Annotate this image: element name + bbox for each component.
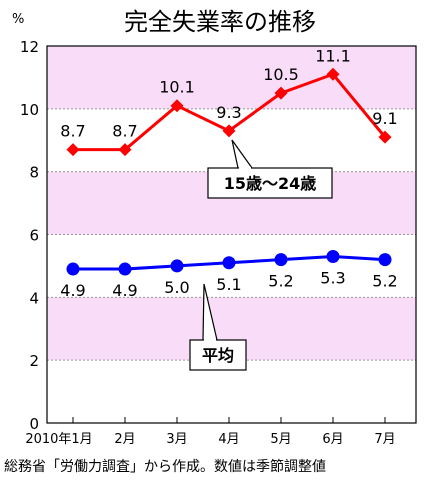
data-label: 5.2 xyxy=(372,272,397,291)
y-tick-label: 8 xyxy=(29,164,39,182)
youth-series-callout-pointer xyxy=(231,139,253,169)
data-point-average xyxy=(222,256,236,270)
data-label: 10.1 xyxy=(159,78,195,97)
data-point-average xyxy=(170,259,184,273)
data-label: 8.7 xyxy=(112,122,137,141)
data-point-youth xyxy=(326,67,340,81)
data-label: 4.9 xyxy=(60,281,85,300)
x-tick-label: 6月 xyxy=(322,432,343,447)
chart-title: 完全失業率の推移 xyxy=(124,8,316,36)
average-series-callout-pointer xyxy=(202,283,218,341)
source-note: 総務省「労働力調査」から作成。数値は季節調整値 xyxy=(4,459,326,475)
youth-series-callout-label: 15歳～24歳 xyxy=(224,174,317,193)
x-tick-label: 2010年1月 xyxy=(25,432,92,447)
data-label: 5.0 xyxy=(164,278,189,297)
y-tick-label: 6 xyxy=(29,227,39,245)
plot-frame xyxy=(46,45,417,424)
plot-band xyxy=(47,46,416,109)
data-label: 8.7 xyxy=(60,122,85,141)
average-series-callout-box xyxy=(189,339,247,371)
data-point-average xyxy=(118,262,132,276)
average-series-callout-label: 平均 xyxy=(202,346,234,365)
data-point-youth xyxy=(66,143,80,157)
y-axis-unit: % xyxy=(12,12,25,27)
data-point-youth xyxy=(118,143,132,157)
data-label: 5.2 xyxy=(268,272,293,291)
x-tick-label: 4月 xyxy=(218,432,239,447)
data-point-average xyxy=(66,262,80,276)
youth-series-callout-box xyxy=(207,167,333,199)
y-tick-label: 2 xyxy=(29,352,39,370)
x-tick-label: 5月 xyxy=(270,432,291,447)
data-point-youth xyxy=(274,86,288,100)
y-tick-label: 4 xyxy=(29,289,39,307)
data-label: 10.5 xyxy=(263,65,299,84)
x-tick-label: 7月 xyxy=(374,432,395,447)
data-label: 4.9 xyxy=(112,281,137,300)
data-point-youth xyxy=(170,99,184,113)
y-tick-label: 12 xyxy=(20,38,39,56)
data-point-average xyxy=(326,249,340,263)
data-point-average xyxy=(274,253,288,267)
data-label: 9.3 xyxy=(216,103,241,122)
y-tick-label: 10 xyxy=(20,101,39,119)
data-label: 5.3 xyxy=(320,268,345,287)
data-label: 9.1 xyxy=(372,109,397,128)
data-label: 5.1 xyxy=(216,275,241,294)
data-point-average xyxy=(378,253,392,267)
data-label: 11.1 xyxy=(315,46,351,65)
x-tick-label: 3月 xyxy=(166,432,187,447)
x-tick-label: 2月 xyxy=(114,432,135,447)
data-point-youth xyxy=(222,124,236,138)
data-point-youth xyxy=(378,130,392,144)
y-tick-label: 0 xyxy=(29,415,39,433)
